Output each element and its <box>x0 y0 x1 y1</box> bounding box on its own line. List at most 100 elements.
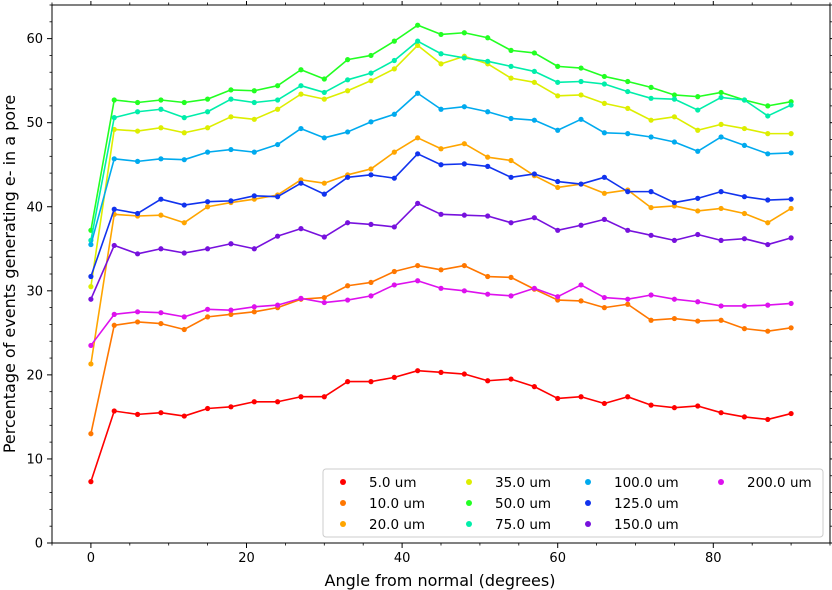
data-point <box>461 161 467 167</box>
data-point <box>601 305 607 311</box>
data-point <box>345 379 351 385</box>
data-point <box>625 296 631 302</box>
data-point <box>648 117 654 123</box>
data-point <box>741 210 748 217</box>
data-point <box>461 30 467 36</box>
data-point <box>415 22 421 28</box>
data-point <box>111 97 117 103</box>
data-point <box>134 309 141 315</box>
data-point <box>415 200 421 206</box>
data-point <box>368 52 374 59</box>
data-point <box>415 135 421 141</box>
data-point <box>391 38 397 44</box>
data-point <box>695 148 701 154</box>
data-point <box>438 369 444 375</box>
data-point <box>765 302 771 308</box>
data-point <box>695 195 701 201</box>
legend-marker <box>585 479 591 485</box>
data-point <box>438 285 444 291</box>
data-point <box>158 320 164 327</box>
x-axis-label: Angle from normal (degrees) <box>325 571 556 590</box>
data-point <box>718 317 724 323</box>
legend-item: 50.0 um <box>466 496 551 512</box>
data-point <box>485 163 491 169</box>
data-point <box>228 146 234 153</box>
legend-label: 35.0 um <box>495 475 551 491</box>
data-point <box>368 78 374 84</box>
data-point <box>88 273 94 280</box>
data-point <box>485 58 491 64</box>
data-point <box>648 232 654 238</box>
data-point <box>788 131 794 137</box>
data-point <box>205 125 211 131</box>
data-point <box>578 78 584 85</box>
data-point <box>555 127 561 133</box>
data-point <box>741 326 748 332</box>
data-point <box>368 70 374 76</box>
data-point <box>275 233 281 239</box>
data-point <box>275 302 281 308</box>
legend-marker <box>466 521 472 527</box>
data-point <box>508 274 514 280</box>
data-point <box>251 304 257 310</box>
data-point <box>275 141 281 148</box>
legend-item: 150.0 um <box>585 517 679 533</box>
data-point <box>671 96 678 102</box>
data-point <box>788 235 794 241</box>
data-point <box>485 213 491 219</box>
series-125-0-um <box>88 151 794 280</box>
x-tick-label: 60 <box>549 551 566 566</box>
data-point <box>111 156 117 162</box>
data-point <box>298 295 304 301</box>
data-point <box>391 268 397 275</box>
data-point <box>578 298 584 304</box>
data-point <box>578 394 584 400</box>
data-point <box>321 89 327 96</box>
data-point <box>508 47 514 53</box>
legend-item: 20.0 um <box>340 517 425 533</box>
data-point <box>158 106 164 112</box>
data-point <box>741 236 748 242</box>
data-point <box>648 134 654 140</box>
data-point <box>134 99 141 106</box>
data-point <box>321 394 327 400</box>
data-point <box>648 95 654 101</box>
data-point <box>111 206 117 212</box>
data-point <box>228 404 234 410</box>
data-point <box>671 92 678 98</box>
data-point <box>695 231 701 238</box>
data-point <box>251 309 257 315</box>
data-point <box>531 384 537 390</box>
data-point <box>158 212 164 218</box>
data-point <box>625 78 631 85</box>
data-point <box>695 94 701 100</box>
data-point <box>508 75 514 81</box>
data-point <box>741 125 748 132</box>
legend-marker <box>466 500 472 506</box>
data-point <box>531 79 537 85</box>
data-point <box>718 94 724 101</box>
data-point <box>555 227 561 233</box>
data-point <box>648 204 654 211</box>
data-point <box>461 104 467 110</box>
series-5-0-um <box>88 368 794 485</box>
data-point <box>205 199 211 205</box>
y-tick-label: 60 <box>26 32 43 47</box>
data-point <box>298 67 304 73</box>
data-point <box>391 282 397 288</box>
data-point <box>555 178 561 185</box>
data-point <box>555 93 561 99</box>
data-point <box>205 246 211 252</box>
data-point <box>205 204 211 210</box>
data-point <box>228 87 234 93</box>
data-point <box>205 306 211 312</box>
data-point <box>134 109 141 115</box>
legend-item: 5.0 um <box>340 475 416 491</box>
data-point <box>718 303 724 309</box>
data-point <box>251 88 257 94</box>
data-point <box>438 106 444 112</box>
data-point <box>508 115 514 122</box>
data-point <box>228 198 234 204</box>
legend-label: 5.0 um <box>369 475 416 491</box>
data-point <box>671 114 678 120</box>
